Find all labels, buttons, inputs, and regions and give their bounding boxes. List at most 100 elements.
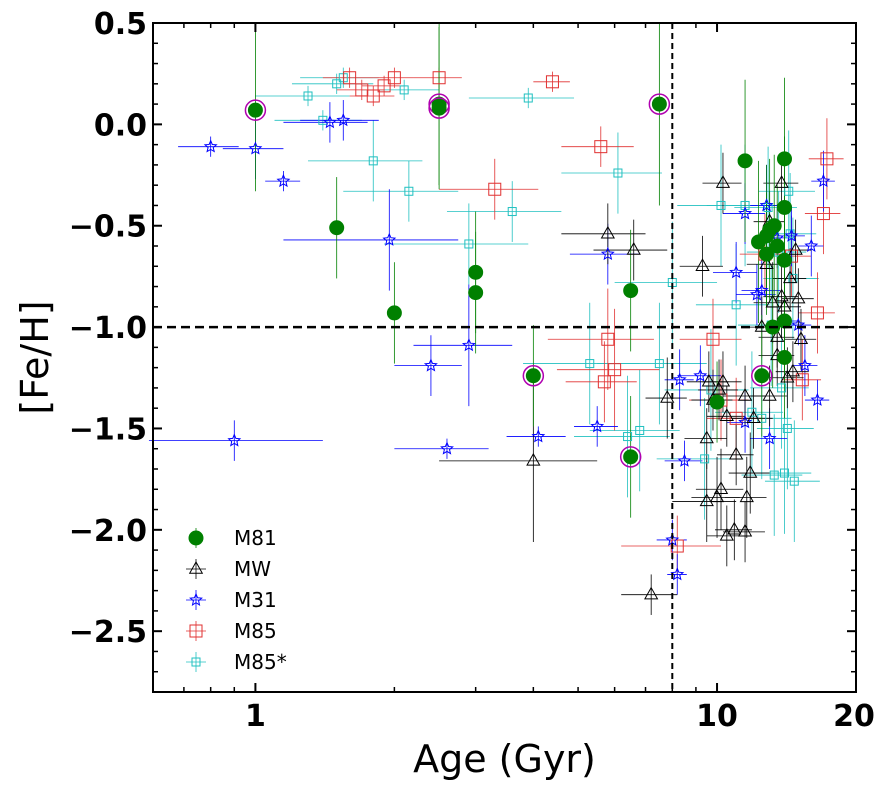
point-m81 [776,199,792,215]
point-m85 [816,207,830,221]
point-m81 [776,350,792,365]
point-mw [739,489,754,503]
point-m85 [820,152,834,166]
point-m81 [468,285,484,301]
y-tick-label: −2.5 [69,615,147,650]
point-m85 [545,75,559,89]
point-m85-star [368,156,378,166]
point-m81 [431,100,447,116]
point-mw [785,363,801,377]
x-tick-label: 1 [245,699,266,734]
point-m31 [816,173,831,188]
point-mw [782,270,798,284]
legend-label: MW [234,557,271,581]
point-m85-star [332,79,342,89]
point-m85 [594,140,608,154]
point-m85-star [789,476,799,486]
point-m85-star [716,200,726,210]
point-m31 [440,441,454,455]
point-mw [793,331,809,344]
point-m85-star [623,432,633,442]
point-m85-star [700,454,710,464]
point-mw [791,290,806,304]
point-mw [626,242,641,255]
point-m31 [670,567,685,581]
point-mw [695,258,710,271]
point-m81 [737,153,753,169]
legend-marker-m85-star [191,657,201,667]
point-m31 [693,368,708,382]
point-m31 [759,198,774,212]
point-mw [715,175,731,188]
point-m31 [677,453,692,467]
point-m31 [665,532,680,546]
point-m85-star [464,239,474,249]
point-m31 [336,113,351,127]
legend-marker-m85 [189,624,203,638]
point-m85 [601,332,615,346]
point-mw [774,175,789,188]
y-tick-label: −1.0 [69,311,147,346]
point-m85-star [769,470,779,480]
point-m31 [762,431,777,445]
point-m85-star [635,425,645,435]
point-m81 [766,218,782,234]
point-m85 [729,411,743,425]
point-m85-star [507,207,517,217]
point-m85 [432,71,446,85]
point-m81 [759,246,775,262]
point-mw [711,381,727,395]
point-mw [699,430,714,444]
point-m31 [749,287,764,301]
point-mw [526,452,541,466]
point-mw [709,489,725,503]
point-mw [701,373,717,387]
point-m31 [203,139,218,153]
legend-label: M85 [234,619,277,643]
legend-label: M81 [234,526,277,550]
point-m31 [276,173,291,188]
legend-label: M31 [234,588,277,612]
highlight-ring [428,97,450,119]
point-m31 [738,415,753,429]
point-m85-star [303,91,313,101]
point-mw [737,523,753,537]
point-mw [759,256,774,269]
point-m81 [651,96,667,112]
point-m31 [590,419,605,433]
point-m81 [769,238,785,254]
point-mw [770,329,785,342]
point-mw [737,387,753,401]
point-m81 [623,283,639,299]
point-m85-star [654,359,664,369]
point-mw [728,446,744,460]
point-mw [746,410,761,424]
point-m85-star [777,383,787,393]
legend-label: M85* [234,650,287,674]
y-axis-label: [Fe/H] [13,300,57,414]
highlight-ring [522,364,545,387]
point-m85 [795,373,809,387]
point-m81 [247,102,263,118]
point-m31 [738,206,753,220]
point-m31 [322,114,337,129]
point-m31 [810,392,825,406]
y-tick-label: −1.5 [69,412,147,447]
point-m81 [525,368,541,384]
point-m85-star [784,186,794,196]
x-tick-label: 20 [833,699,875,734]
point-m85 [706,332,720,346]
point-mw [788,242,803,255]
point-m31 [531,429,546,443]
point-mw [713,481,729,494]
point-m85-star [747,407,757,417]
axes: 0.5 0.0 −0.5 −1.0 −1.5 −2.0 −2.5 1 10 20 [69,7,875,734]
point-m31 [672,372,687,386]
point-m31 [248,141,263,155]
point-m85-star [782,423,792,433]
point-m81 [754,368,770,384]
point-mw [727,521,742,535]
point-m85-star [523,93,533,103]
x-axis-label: Age (Gyr) [413,737,596,781]
point-m85 [343,71,357,85]
